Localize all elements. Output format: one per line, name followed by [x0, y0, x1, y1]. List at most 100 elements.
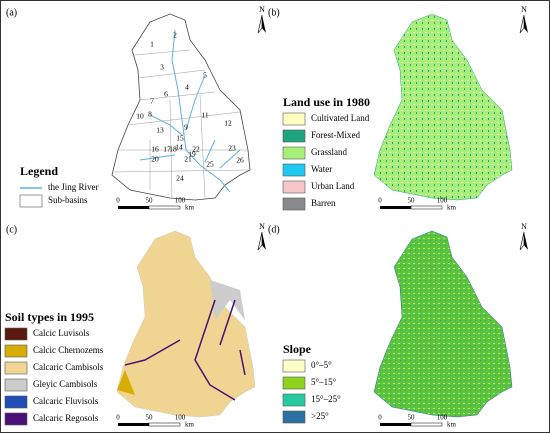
scale-label: 0: [116, 197, 120, 205]
scale-label: 100: [175, 414, 186, 422]
subbasin-number: 24: [176, 174, 184, 183]
scale-label: 50: [146, 197, 154, 205]
soil-river: [124, 299, 246, 401]
legend-swatch: [282, 393, 306, 407]
scale-label: 50: [408, 197, 416, 205]
subbasin-number: 16: [151, 145, 159, 154]
scale-label: 100: [437, 197, 448, 205]
subbasin-number: 7: [150, 97, 154, 106]
subbasin-number: 23: [228, 144, 236, 153]
legend-swatch: [282, 410, 306, 424]
legend-label: 15°–25°: [311, 394, 341, 404]
legend-swatch: [282, 376, 306, 390]
north-arrow: [519, 14, 525, 34]
subbasin-number: 21: [184, 155, 192, 164]
legend-label: Calcic Luvisols: [33, 328, 90, 338]
panel-label: (a): [6, 7, 17, 18]
legend-title: Legend: [20, 164, 58, 178]
legend-swatch: [282, 197, 306, 211]
north-label: N: [259, 222, 265, 231]
panel-label: (b): [268, 7, 280, 18]
north-label: N: [259, 5, 265, 14]
subbasin-number: 6: [164, 90, 168, 99]
panel-label: (c): [6, 224, 17, 235]
legend-label: Calcic Chernozems: [33, 345, 104, 355]
legend-label: Calcaric Cambisols: [33, 362, 104, 372]
scale-label: 0: [116, 414, 120, 422]
legend-swatch: [4, 327, 28, 341]
legend-swatch: [4, 395, 28, 409]
subbasin-number: 15: [176, 134, 184, 143]
scale-bar: [118, 423, 149, 426]
legend-label: the Jing River: [48, 182, 99, 192]
north-label: N: [521, 222, 527, 231]
scale-bar: [410, 422, 443, 427]
scale-label: 100: [175, 197, 186, 205]
scale-bar: [380, 423, 411, 426]
scale-unit: km: [185, 421, 195, 429]
subbasin-number: 8: [148, 110, 152, 119]
subbasin-number: 22: [192, 145, 200, 154]
north-arrow: [262, 15, 266, 33]
subbasin-number: 19: [188, 150, 196, 159]
north-arrow: [524, 15, 528, 33]
subbasin-number: 20: [151, 155, 159, 164]
legend-swatch: [282, 359, 306, 373]
panel-label: (d): [268, 224, 280, 235]
legend-swatch: [4, 412, 28, 426]
scale-label: 0: [378, 197, 382, 205]
north-arrow: [257, 231, 263, 251]
soil-map: [116, 230, 256, 418]
scale-unit: km: [447, 204, 457, 212]
slope-map: [373, 230, 513, 418]
legend-swatch: [4, 361, 28, 375]
legend-label: Urban Land: [311, 181, 355, 191]
subbasin-number: 14: [175, 143, 183, 152]
legend-label: >25°: [311, 411, 329, 421]
legend-swatch: [4, 344, 28, 358]
subbasin-number: 3: [160, 63, 164, 72]
watershed: [111, 13, 251, 201]
north-label: N: [521, 5, 527, 14]
scale-bar: [148, 422, 181, 427]
scale-bar: [380, 206, 411, 209]
scale-bar: [148, 205, 181, 210]
soil-patch: [210, 280, 245, 320]
subbasin-number: 12: [224, 119, 232, 128]
subbasin-number: 5: [203, 71, 207, 80]
legend-swatch: [282, 146, 306, 160]
north-arrow: [524, 232, 528, 250]
subbasin-number: 18: [169, 145, 177, 154]
subbasin-number: 10: [136, 112, 144, 121]
soil-patch: [117, 370, 135, 395]
legend-label: Forest-Mixed: [311, 130, 360, 140]
legend-label: Sub-basins: [48, 195, 88, 205]
subbasin-number: 11: [201, 111, 208, 120]
river: [139, 29, 241, 193]
scale-label: 100: [437, 414, 448, 422]
north-arrow: [519, 231, 525, 251]
legend-label: Grassland: [311, 147, 347, 157]
scale-unit: km: [185, 204, 195, 212]
legend-label: Calcaric Fluvisols: [33, 396, 99, 406]
legend-label: Calcaric Regosols: [33, 413, 99, 423]
legend-label: Cultivated Land: [311, 113, 370, 123]
legend-label: Barren: [311, 198, 336, 208]
legend-title: Slope: [283, 342, 312, 356]
north-arrow: [257, 14, 263, 34]
scale-unit: km: [447, 421, 457, 429]
subbasin-number: 2: [173, 31, 177, 40]
subbasin-number: 9: [184, 123, 188, 132]
legend-label: 5°–15°: [311, 377, 337, 387]
scale-label: 50: [408, 414, 416, 422]
legend-swatch: [282, 180, 306, 194]
legend-swatch: [282, 112, 306, 126]
subbasin-lines: [113, 49, 249, 199]
scale-label: 0: [378, 414, 382, 422]
subbasin-number: 1: [150, 40, 154, 49]
legend-swatch: [282, 163, 306, 177]
legend-label: 0°–5°: [311, 360, 332, 370]
legend-swatch: [19, 194, 43, 208]
subbasin-number: 13: [156, 126, 164, 135]
